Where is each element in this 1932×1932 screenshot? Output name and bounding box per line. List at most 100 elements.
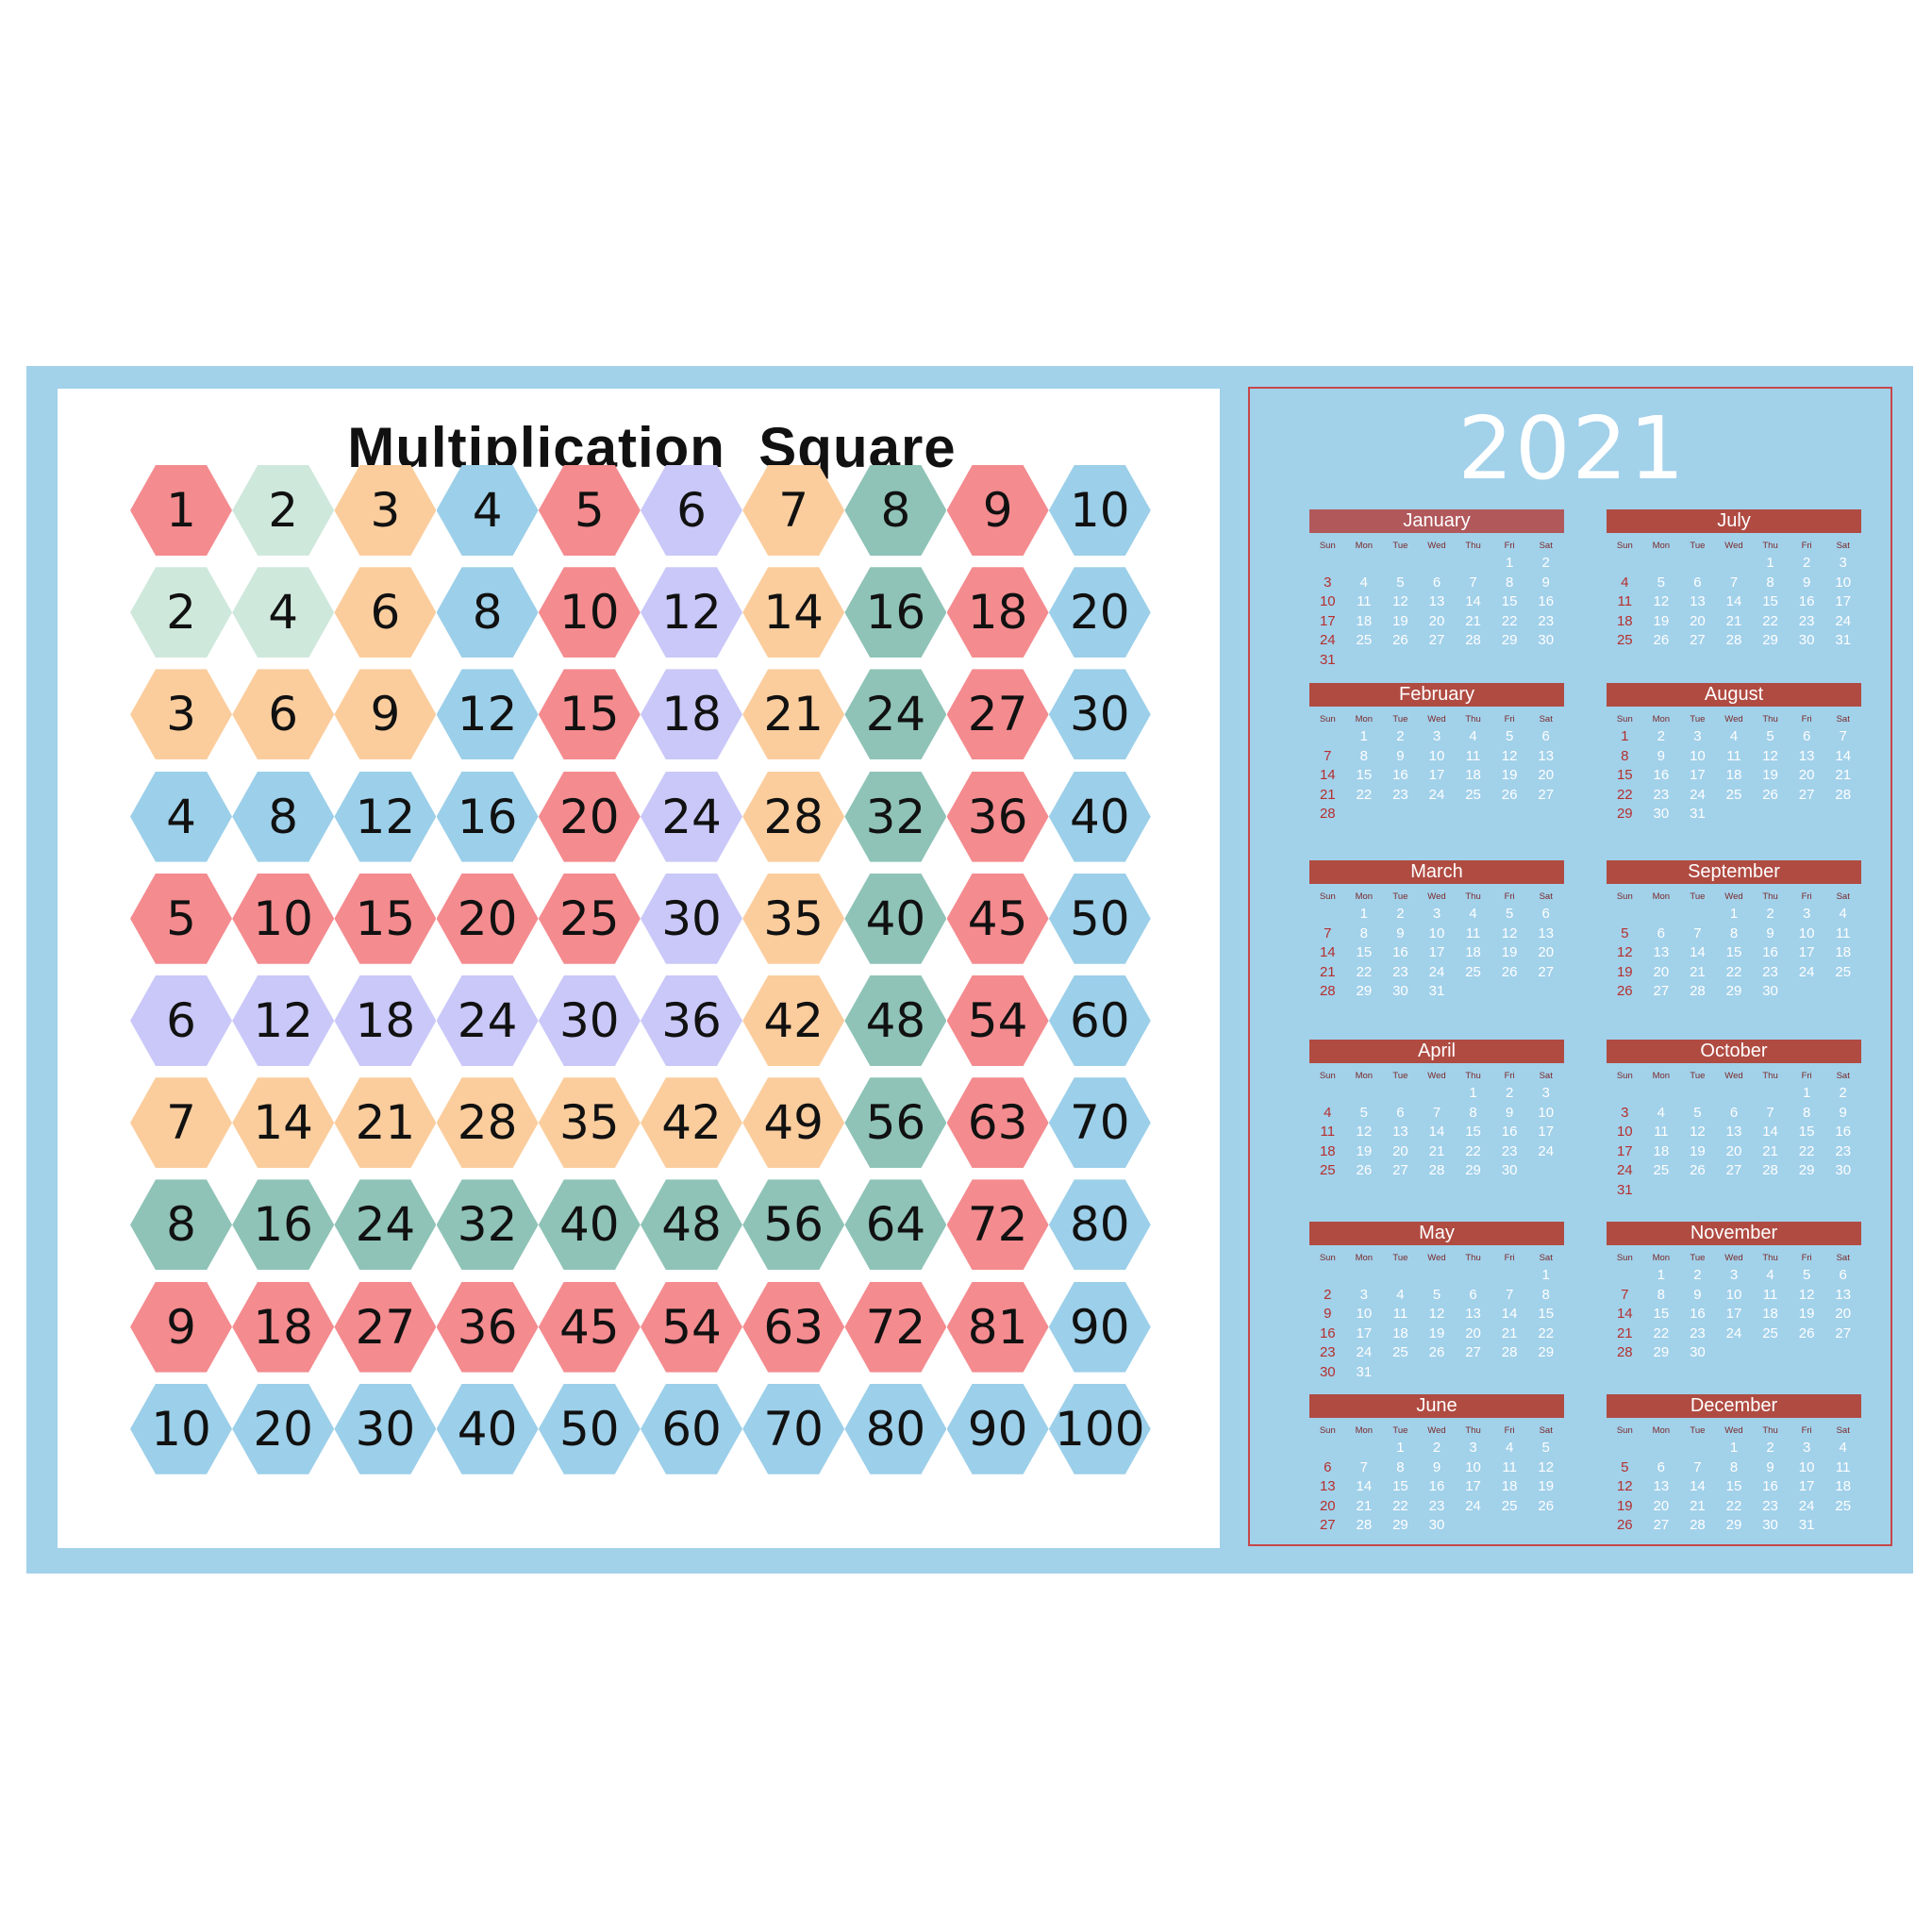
day-number: 7 xyxy=(1432,1104,1441,1121)
week-row: 30 31 xyxy=(1309,1363,1564,1383)
day-number: 10 xyxy=(1690,747,1706,764)
day-number: 28 xyxy=(1725,632,1742,648)
day-number: 7 xyxy=(1839,728,1847,744)
day-number: 5 xyxy=(1802,1267,1811,1283)
hex-cell: 20 xyxy=(1048,567,1151,658)
day-number xyxy=(1752,1084,1789,1104)
day-number xyxy=(1752,805,1789,824)
hex-cell: 2 xyxy=(232,465,335,556)
day-number: 30 xyxy=(1319,1363,1336,1380)
day-number: 6 xyxy=(1693,574,1702,591)
week-row: 25 26 27 28 29 30 31 xyxy=(1607,631,1861,651)
day-number: 13 xyxy=(1690,593,1706,609)
weekday-label: Mon xyxy=(1652,1425,1671,1436)
multiplication-square-panel: Multiplication Square 1 2 3 4 5 6 7 8 9 10 2 4 6 8 10 1… xyxy=(58,389,1220,1548)
hex-cell-value: 30 xyxy=(661,891,722,946)
hex-cell: 24 xyxy=(641,771,742,862)
day-number: 10 xyxy=(1356,1306,1373,1322)
day-number xyxy=(1527,1363,1564,1383)
day-number xyxy=(1455,1266,1491,1286)
day-number: 3 xyxy=(1324,574,1332,591)
day-number: 16 xyxy=(1319,1324,1336,1341)
hex-cell: 4 xyxy=(130,771,232,862)
week-row: 1 2 3 4 5 6 xyxy=(1309,727,1564,747)
hex-cell: 10 xyxy=(232,873,335,964)
day-number: 31 xyxy=(1690,806,1706,822)
day-number: 13 xyxy=(1465,1306,1481,1322)
month-header: December xyxy=(1607,1394,1861,1418)
weekday-label: Thu xyxy=(1762,1253,1778,1263)
weekday-label: Tue xyxy=(1690,1425,1706,1436)
day-number: 6 xyxy=(1657,1458,1666,1475)
day-number: 15 xyxy=(1538,1306,1555,1322)
hex-cell-value: 50 xyxy=(558,1401,620,1457)
day-number: 29 xyxy=(1725,1517,1742,1533)
day-number: 6 xyxy=(1469,1286,1477,1303)
day-number xyxy=(1455,554,1491,574)
day-number: 11 xyxy=(1762,1286,1778,1303)
hex-cell: 30 xyxy=(538,975,641,1066)
day-number xyxy=(1679,1084,1716,1104)
week-row: 1 xyxy=(1309,1266,1564,1286)
week-row: 10 11 12 13 14 15 16 xyxy=(1309,592,1564,612)
day-number: 8 xyxy=(1766,574,1774,591)
day-number: 29 xyxy=(1392,1517,1408,1533)
weekday-header-row: Sun Mon Tue Wed Thu Fri Sat xyxy=(1607,1251,1861,1266)
day-number: 8 xyxy=(1621,747,1629,764)
hex-cell: 40 xyxy=(1048,771,1151,862)
day-number: 18 xyxy=(1501,1478,1518,1494)
hex-cell-value: 9 xyxy=(370,687,401,742)
weekday-header-row: Sun Mon Tue Wed Thu Fri Sat xyxy=(1309,1424,1564,1439)
hex-cell-value: 30 xyxy=(558,993,620,1048)
hex-cell-value: 80 xyxy=(1069,1197,1130,1253)
day-number: 18 xyxy=(1725,767,1742,783)
weekday-label: Wed xyxy=(1427,714,1446,724)
day-number xyxy=(1824,1516,1861,1536)
day-number: 25 xyxy=(1762,1324,1778,1341)
day-number: 12 xyxy=(1616,944,1633,960)
hex-cell: 49 xyxy=(742,1077,845,1169)
day-number: 21 xyxy=(1725,612,1742,629)
day-number: 26 xyxy=(1538,1497,1555,1514)
day-number: 5 xyxy=(1621,924,1629,941)
hex-cell: 30 xyxy=(334,1383,437,1474)
hex-cell: 6 xyxy=(641,465,742,556)
hex-cell: 54 xyxy=(641,1281,742,1373)
day-number: 25 xyxy=(1725,786,1742,803)
hex-cell-value: 36 xyxy=(457,1299,518,1355)
day-number xyxy=(1455,1363,1491,1383)
week-row: 8 9 10 11 12 13 14 xyxy=(1607,747,1861,767)
week-row: 14 15 16 17 18 19 20 xyxy=(1309,766,1564,786)
day-number: 8 xyxy=(1359,747,1369,764)
day-number: 23 xyxy=(1762,963,1778,980)
day-number: 9 xyxy=(1766,1458,1774,1475)
day-number xyxy=(1491,1363,1528,1383)
day-number xyxy=(1789,982,1825,1002)
weekday-label: Mon xyxy=(1355,891,1374,902)
weekday-label: Tue xyxy=(1392,1071,1408,1081)
hex-cell-value: 7 xyxy=(778,483,809,538)
week-row: 1 2 3 4 5 6 7 xyxy=(1607,727,1861,747)
day-number: 29 xyxy=(1356,983,1373,999)
day-number: 27 xyxy=(1538,963,1555,980)
day-number: 12 xyxy=(1690,1124,1706,1140)
week-row: 10 11 12 13 14 15 16 xyxy=(1607,1123,1861,1142)
hex-cell-value: 18 xyxy=(661,687,722,742)
day-number xyxy=(1679,1439,1716,1458)
day-number: 4 xyxy=(1729,728,1739,744)
day-number xyxy=(1716,1084,1753,1104)
hex-cell: 24 xyxy=(844,669,947,760)
day-number xyxy=(1824,805,1861,824)
day-number: 9 xyxy=(1766,924,1774,941)
day-number: 22 xyxy=(1501,612,1518,629)
month-april: April Sun Mon Tue Wed Thu Fri Sat 1 2 3 4 5 6 7 8 9 10 11 1… xyxy=(1309,1040,1564,1181)
hex-cell: 7 xyxy=(742,465,845,556)
hex-cell-value: 12 xyxy=(457,687,518,742)
day-number: 9 xyxy=(1396,747,1405,764)
day-number: 28 xyxy=(1616,1344,1633,1360)
weekday-label: Sun xyxy=(1319,714,1336,724)
day-number: 22 xyxy=(1356,963,1373,980)
hex-cell-value: 12 xyxy=(661,585,722,641)
day-number: 26 xyxy=(1501,786,1518,803)
day-number: 28 xyxy=(1465,632,1481,648)
